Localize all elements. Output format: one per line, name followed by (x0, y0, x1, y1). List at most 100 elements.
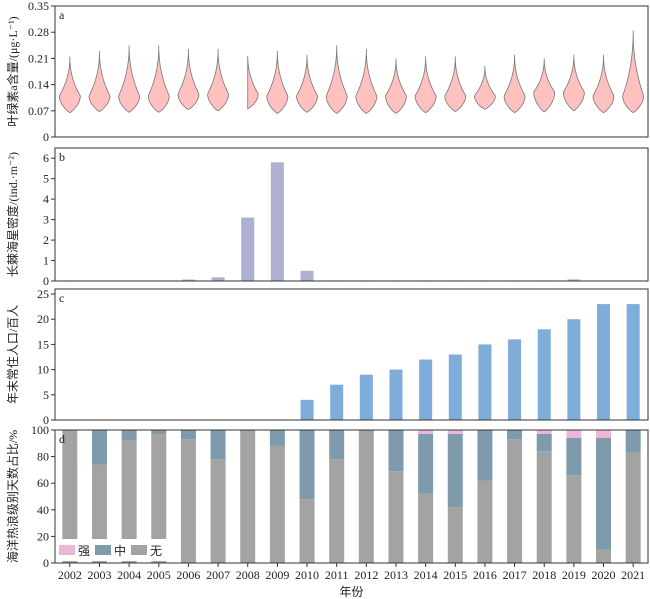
x-tick-label: 2015 (443, 568, 467, 582)
violin-2002 (58, 56, 81, 114)
bar-中-2004 (121, 430, 137, 441)
bar-中-2011 (329, 430, 345, 460)
x-tick-label: 2009 (265, 568, 289, 582)
bar-2019 (567, 319, 581, 420)
y-tick-label: 0.28 (28, 25, 49, 39)
legend-label: 强 (78, 544, 90, 558)
legend-swatch-中 (95, 545, 111, 555)
bar-无-2008 (240, 430, 256, 563)
x-tick-label: 2020 (592, 568, 616, 582)
y-tick-label: 0.07 (28, 104, 49, 118)
bar-强-2018 (536, 430, 552, 434)
x-tick-label: 2011 (325, 568, 349, 582)
bar-2020 (597, 304, 611, 420)
x-tick-label: 2007 (206, 568, 230, 582)
bar-2007 (211, 277, 225, 281)
bar-中-2018 (536, 433, 552, 452)
violin-2013 (385, 58, 407, 114)
x-tick-label: 2019 (562, 568, 586, 582)
bar-2010 (300, 270, 314, 281)
bar-中-2003 (91, 430, 107, 465)
bar-无-2007 (210, 459, 226, 563)
bar-无-2014 (418, 493, 434, 563)
y-tick-label: 5 (43, 388, 49, 402)
bar-强-2015 (447, 430, 463, 434)
violin-2006 (177, 49, 200, 111)
bar-无-2004 (121, 440, 137, 563)
bar-无-2002 (62, 430, 78, 563)
x-tick-label: 2002 (58, 568, 82, 582)
panel-letter: c (59, 291, 64, 305)
bar-2006 (181, 279, 195, 281)
y-tick-label: 0 (43, 130, 49, 144)
x-axis-label: 年份 (339, 585, 363, 599)
y-axis-label: 长棘海星密度/(ind.·m⁻²) (5, 152, 20, 277)
legend: 强中无 (56, 539, 168, 561)
panel-letter: a (59, 8, 65, 22)
legend-box (56, 539, 168, 561)
legend-swatch-无 (131, 545, 147, 555)
violin-2009 (266, 50, 289, 114)
violin-2020 (592, 54, 615, 114)
bar-2018 (537, 329, 551, 420)
y-tick-label: 0.35 (28, 0, 49, 13)
bar-2011 (330, 384, 344, 420)
bar-无-2012 (358, 430, 374, 563)
y-axis-label: 年末常住人口/百人 (6, 305, 20, 404)
x-tick-label: 2016 (473, 568, 497, 582)
x-tick-label: 2010 (295, 568, 319, 582)
x-tick-label: 2004 (117, 568, 141, 582)
bar-无-2018 (536, 451, 552, 563)
bar-2009 (270, 162, 284, 281)
y-tick-label: 0 (43, 274, 49, 288)
y-tick-label: 5 (43, 172, 49, 186)
y-tick-label: 0 (43, 413, 49, 427)
x-tick-label: 2005 (147, 568, 171, 582)
bar-无-2020 (596, 549, 612, 563)
bar-无-2006 (180, 439, 196, 563)
y-axis-label: 海洋热浪级别天数占比/% (5, 430, 20, 563)
bar-2019 (567, 279, 581, 281)
bar-无-2019 (566, 475, 582, 563)
violin-2008 (247, 56, 259, 110)
x-tick-label: 2006 (176, 568, 200, 582)
bar-中-2007 (210, 430, 226, 460)
bar-2010 (300, 399, 314, 420)
y-tick-label: 2 (43, 233, 49, 247)
panel-d: 0 20 40 60 80 100 海洋热浪级别天数占比/% 强 中 无 2002 2003 2004 2… (5, 423, 649, 599)
y-tick-label: 0.21 (28, 51, 49, 65)
violin-2017 (503, 54, 526, 114)
legend-label: 中 (114, 543, 126, 558)
y-tick-label: 0.14 (28, 78, 49, 92)
y-tick-label: 10 (37, 363, 49, 377)
bar-2021 (626, 304, 640, 420)
y-tick-label: 6 (43, 151, 49, 165)
violin-2019 (562, 54, 585, 112)
x-tick-label: 2017 (503, 568, 527, 582)
bar-中-2015 (447, 433, 463, 508)
y-tick-label: 3 (43, 213, 49, 227)
bar-中-2020 (596, 437, 612, 550)
bar-2016 (478, 344, 492, 420)
violin-2003 (88, 50, 111, 113)
bar-2008 (241, 217, 255, 281)
violin-2004 (118, 45, 140, 113)
bar-中-2016 (477, 430, 493, 481)
bar-无-2009 (269, 445, 285, 563)
y-tick-label: 4 (43, 192, 49, 206)
bar-无-2021 (625, 452, 641, 563)
bar-2015 (448, 354, 462, 420)
y-tick-label: 80 (37, 450, 49, 464)
bar-无-2011 (329, 459, 345, 563)
legend-swatch-强 (59, 545, 75, 555)
y-tick-label: 60 (37, 476, 49, 490)
bar-中-2017 (507, 430, 523, 440)
violin-2005 (147, 45, 170, 113)
panel-frame (54, 429, 649, 564)
y-tick-label: 20 (37, 529, 49, 543)
bar-中-2009 (269, 430, 285, 446)
violin-2021 (622, 30, 645, 114)
bar-2013 (389, 369, 403, 420)
bar-中-2021 (625, 430, 641, 453)
